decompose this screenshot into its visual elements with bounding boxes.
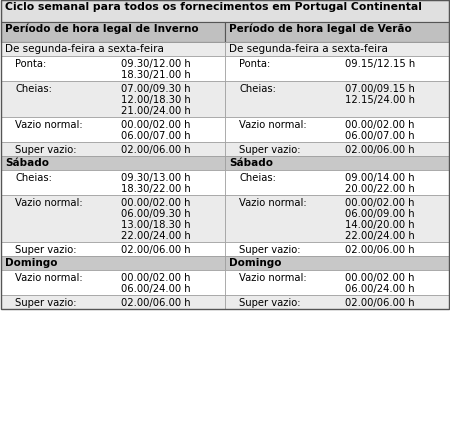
- Bar: [225, 195, 449, 242]
- Text: Ciclo semanal para todos os fornecimentos em Portugal Continental: Ciclo semanal para todos os fornecimento…: [5, 2, 422, 12]
- Text: Vazio normal:: Vazio normal:: [239, 273, 306, 283]
- Bar: [225, 156, 449, 170]
- Text: Vazio normal:: Vazio normal:: [239, 120, 306, 130]
- Text: 06.00/24.00 h: 06.00/24.00 h: [121, 284, 191, 294]
- Text: 06.00/24.00 h: 06.00/24.00 h: [345, 284, 414, 294]
- Bar: [225, 270, 449, 295]
- Bar: [1, 42, 225, 56]
- Bar: [1, 81, 225, 117]
- Bar: [1, 0, 449, 309]
- Text: Período de hora legal de Inverno: Período de hora legal de Inverno: [5, 24, 198, 34]
- Text: 06.00/07.00 h: 06.00/07.00 h: [345, 131, 414, 141]
- Bar: [225, 242, 449, 256]
- Bar: [1, 56, 225, 81]
- Bar: [225, 81, 449, 117]
- Bar: [1, 256, 225, 270]
- Text: 06.00/09.00 h: 06.00/09.00 h: [345, 209, 414, 219]
- Bar: [1, 242, 225, 256]
- Text: Cheias:: Cheias:: [239, 84, 276, 94]
- Text: 07.00/09.15 h: 07.00/09.15 h: [345, 84, 415, 94]
- Text: Super vazio:: Super vazio:: [15, 145, 76, 155]
- Bar: [225, 117, 449, 142]
- Text: 13.00/18.30 h: 13.00/18.30 h: [121, 220, 191, 230]
- Text: 00.00/02.00 h: 00.00/02.00 h: [345, 120, 414, 130]
- Bar: [1, 195, 225, 242]
- Text: Super vazio:: Super vazio:: [239, 245, 301, 255]
- Text: 02.00/06.00 h: 02.00/06.00 h: [121, 245, 191, 255]
- Text: Sábado: Sábado: [229, 158, 273, 168]
- Bar: [1, 170, 225, 195]
- Bar: [225, 42, 449, 56]
- Text: 09.30/13.00 h: 09.30/13.00 h: [121, 173, 191, 183]
- Text: De segunda-feira a sexta-feira: De segunda-feira a sexta-feira: [229, 44, 388, 54]
- Bar: [225, 256, 449, 270]
- Text: 06.00/07.00 h: 06.00/07.00 h: [121, 131, 191, 141]
- Text: 00.00/02.00 h: 00.00/02.00 h: [345, 273, 414, 283]
- Text: 02.00/06.00 h: 02.00/06.00 h: [345, 145, 414, 155]
- Text: 09.30/12.00 h: 09.30/12.00 h: [121, 59, 191, 69]
- Bar: [225, 22, 449, 42]
- Text: 22.00/24.00 h: 22.00/24.00 h: [345, 231, 415, 241]
- Text: 00.00/02.00 h: 00.00/02.00 h: [121, 273, 190, 283]
- Text: Sábado: Sábado: [5, 158, 49, 168]
- Text: De segunda-feira a sexta-feira: De segunda-feira a sexta-feira: [5, 44, 164, 54]
- Bar: [225, 56, 449, 81]
- Text: 12.00/18.30 h: 12.00/18.30 h: [121, 95, 191, 105]
- Bar: [1, 295, 225, 309]
- Text: Cheias:: Cheias:: [15, 173, 52, 183]
- Text: 00.00/02.00 h: 00.00/02.00 h: [121, 120, 190, 130]
- Bar: [1, 22, 225, 42]
- Text: Domingo: Domingo: [5, 258, 58, 268]
- Bar: [225, 170, 449, 195]
- Bar: [1, 0, 449, 22]
- Text: Super vazio:: Super vazio:: [239, 298, 301, 308]
- Bar: [1, 142, 225, 156]
- Text: Período de hora legal de Verão: Período de hora legal de Verão: [229, 24, 412, 34]
- Text: 06.00/09.30 h: 06.00/09.30 h: [121, 209, 191, 219]
- Bar: [225, 142, 449, 156]
- Text: 02.00/06.00 h: 02.00/06.00 h: [345, 245, 414, 255]
- Text: 02.00/06.00 h: 02.00/06.00 h: [121, 298, 191, 308]
- Text: Super vazio:: Super vazio:: [239, 145, 301, 155]
- Text: 07.00/09.30 h: 07.00/09.30 h: [121, 84, 191, 94]
- Text: 14.00/20.00 h: 14.00/20.00 h: [345, 220, 414, 230]
- Bar: [1, 156, 225, 170]
- Text: Cheias:: Cheias:: [15, 84, 52, 94]
- Text: 09.15/12.15 h: 09.15/12.15 h: [345, 59, 415, 69]
- Text: Vazio normal:: Vazio normal:: [15, 198, 83, 208]
- Text: Ponta:: Ponta:: [239, 59, 270, 69]
- Text: 02.00/06.00 h: 02.00/06.00 h: [345, 298, 414, 308]
- Text: 09.00/14.00 h: 09.00/14.00 h: [345, 173, 414, 183]
- Text: 20.00/22.00 h: 20.00/22.00 h: [345, 184, 415, 194]
- Text: Vazio normal:: Vazio normal:: [239, 198, 306, 208]
- Bar: [225, 295, 449, 309]
- Text: 22.00/24.00 h: 22.00/24.00 h: [121, 231, 191, 241]
- Text: 00.00/02.00 h: 00.00/02.00 h: [121, 198, 190, 208]
- Bar: [1, 270, 225, 295]
- Text: Super vazio:: Super vazio:: [15, 298, 76, 308]
- Text: Vazio normal:: Vazio normal:: [15, 273, 83, 283]
- Text: Super vazio:: Super vazio:: [15, 245, 76, 255]
- Text: 18.30/21.00 h: 18.30/21.00 h: [121, 70, 191, 80]
- Text: 02.00/06.00 h: 02.00/06.00 h: [121, 145, 191, 155]
- Text: 00.00/02.00 h: 00.00/02.00 h: [345, 198, 414, 208]
- Bar: [1, 117, 225, 142]
- Text: 12.15/24.00 h: 12.15/24.00 h: [345, 95, 415, 105]
- Text: Domingo: Domingo: [229, 258, 282, 268]
- Text: 21.00/24.00 h: 21.00/24.00 h: [121, 106, 191, 116]
- Text: Ponta:: Ponta:: [15, 59, 46, 69]
- Text: 18.30/22.00 h: 18.30/22.00 h: [121, 184, 191, 194]
- Text: Cheias:: Cheias:: [239, 173, 276, 183]
- Text: Vazio normal:: Vazio normal:: [15, 120, 83, 130]
